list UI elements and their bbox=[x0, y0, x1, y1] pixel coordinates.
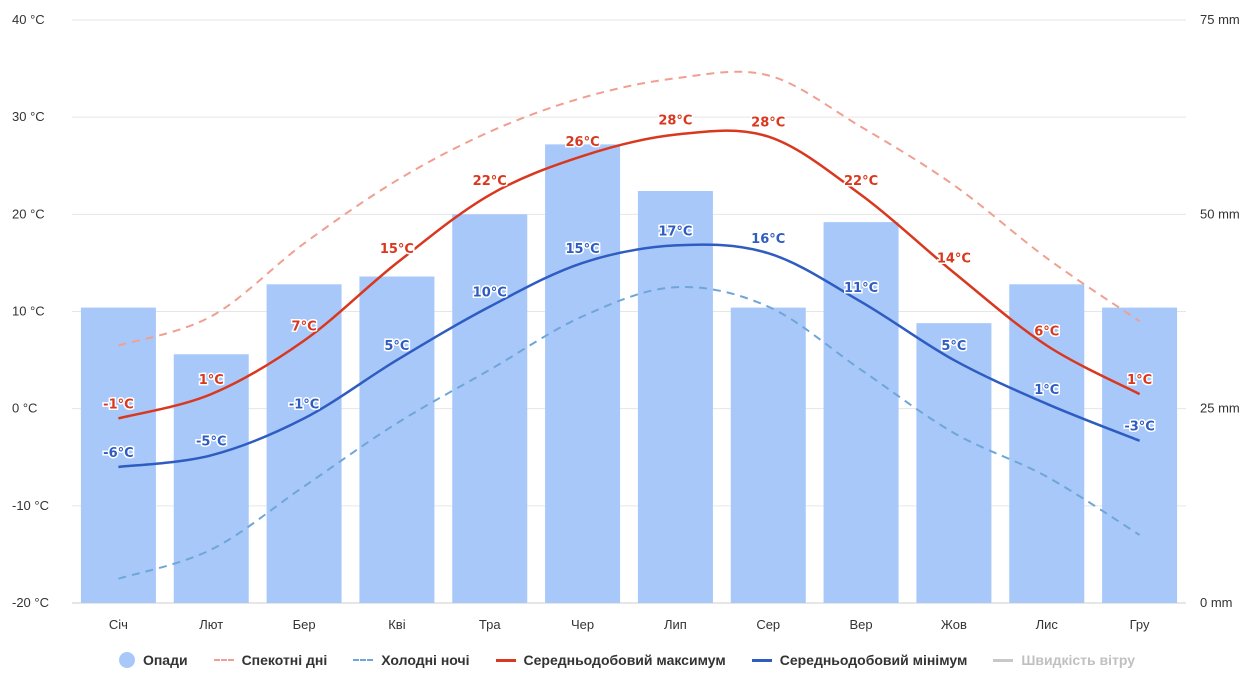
series-line bbox=[118, 129, 1141, 420]
x-tick-label: Січ bbox=[109, 617, 128, 632]
series-dashed-line bbox=[118, 70, 1141, 347]
y-left-tick-label: 0 °C bbox=[12, 401, 37, 416]
legend-item[interactable]: Швидкість вітру bbox=[993, 652, 1135, 668]
legend-item[interactable]: Опади bbox=[118, 652, 188, 668]
precipitation-bar bbox=[452, 214, 528, 604]
data-label: -6°C bbox=[103, 446, 133, 461]
data-label: 10°C bbox=[473, 286, 507, 301]
precipitation-bar bbox=[730, 307, 806, 603]
series-line bbox=[118, 243, 1141, 469]
x-tick-label: Лип bbox=[664, 617, 687, 632]
data-labels: -1°C 1°C 7°C 15°C 22°C 26°C 28°C 28°C 22°C 14°C 6°… bbox=[102, 112, 1157, 462]
legend-item[interactable]: Холодні ночі bbox=[353, 652, 470, 668]
data-label: 22°C bbox=[473, 174, 507, 189]
data-label: 15°C bbox=[566, 242, 600, 257]
y-right-tick-label: 50 mm bbox=[1200, 206, 1240, 221]
y-right-tick-label: 25 mm bbox=[1200, 401, 1240, 416]
data-label: 26°C bbox=[566, 135, 600, 150]
x-tick-label: Жов bbox=[941, 617, 967, 632]
y-left-tick-label: 10 °C bbox=[12, 304, 45, 319]
data-label: 5°C bbox=[384, 339, 409, 354]
data-label: 6°C bbox=[1034, 325, 1059, 340]
data-label: 11°C bbox=[844, 281, 878, 296]
data-label: 16°C bbox=[751, 232, 785, 247]
y-right-tick-label: 75 mm bbox=[1200, 12, 1240, 27]
x-tick-label: Бер bbox=[293, 617, 316, 632]
y-left-tick-label: 20 °C bbox=[12, 206, 45, 221]
precipitation-bar bbox=[823, 222, 899, 603]
legend: Опади Спекотні дні Холодні ночі Середньодоб… bbox=[0, 652, 1254, 668]
data-label: 1°C bbox=[1127, 373, 1152, 388]
y-left-tick-label: -10 °C bbox=[12, 498, 49, 513]
x-tick-label: Вер bbox=[850, 617, 873, 632]
data-label: -1°C bbox=[289, 397, 319, 412]
y-left-tick-label: -20 °C bbox=[12, 595, 49, 610]
legend-swatch bbox=[993, 658, 1014, 662]
precipitation-bar bbox=[1009, 284, 1085, 603]
legend-label: Холодні ночі bbox=[381, 652, 470, 668]
legend-item[interactable]: Середньодобовий мінімум bbox=[751, 652, 968, 668]
x-tick-label: Лют bbox=[199, 617, 223, 632]
legend-item[interactable]: Середньодобовий максимум bbox=[495, 652, 726, 668]
precipitation-bar bbox=[266, 284, 342, 603]
series-dashed-line bbox=[118, 285, 1141, 580]
data-label: 15°C bbox=[380, 242, 414, 257]
x-tick-label: Гру bbox=[1130, 617, 1150, 632]
legend-label: Спекотні дні bbox=[241, 652, 328, 668]
legend-label: Середньодобовий мінімум bbox=[779, 652, 968, 668]
legend-swatch bbox=[118, 652, 135, 668]
precipitation-bars bbox=[80, 144, 1178, 604]
precipitation-bar bbox=[637, 191, 713, 603]
legend-item[interactable]: Спекотні дні bbox=[213, 652, 328, 668]
x-tick-label: Лис bbox=[1036, 617, 1059, 632]
data-label: 14°C bbox=[937, 252, 971, 267]
y-left-tick-label: 30 °C bbox=[12, 109, 45, 124]
legend-swatch bbox=[495, 658, 516, 662]
precipitation-bar bbox=[545, 144, 621, 603]
data-label: -5°C bbox=[196, 434, 226, 449]
legend-label: Опади bbox=[142, 652, 188, 668]
precipitation-bar bbox=[916, 323, 992, 603]
chart-svg: -1°C 1°C 7°C 15°C 22°C 26°C 28°C 28°C 22°C 14°C 6°… bbox=[12, 12, 1240, 632]
legend-swatch bbox=[751, 658, 772, 662]
legend-label: Швидкість вітру bbox=[1021, 652, 1136, 668]
x-tick-label: Кві bbox=[388, 617, 405, 632]
data-label: 17°C bbox=[658, 224, 692, 239]
data-label: -3°C bbox=[1124, 420, 1154, 435]
legend-swatch bbox=[353, 659, 374, 661]
precipitation-bar bbox=[359, 276, 435, 603]
data-label: 7°C bbox=[292, 320, 317, 335]
precipitation-bar bbox=[80, 307, 156, 603]
x-tick-label: Чер bbox=[571, 617, 594, 632]
data-label: 5°C bbox=[941, 339, 966, 354]
legend-swatch bbox=[213, 659, 234, 661]
x-tick-label: Тра bbox=[479, 617, 501, 632]
precipitation-bar bbox=[173, 354, 249, 603]
y-left-tick-label: 40 °C bbox=[12, 12, 45, 27]
x-tick-label: Сер bbox=[756, 617, 780, 632]
data-label: 28°C bbox=[658, 114, 692, 129]
data-label: 1°C bbox=[199, 373, 224, 388]
axis-labels: 40 °C 30 °C 20 °C 10 °C 0 °C -10 °C -20 °C 75 m… bbox=[12, 12, 1240, 632]
data-label: 1°C bbox=[1034, 383, 1059, 398]
data-label: -1°C bbox=[103, 397, 133, 412]
grid-lines bbox=[72, 19, 1186, 604]
y-right-tick-label: 0 mm bbox=[1200, 595, 1233, 610]
data-label: 28°C bbox=[751, 116, 785, 131]
legend-label: Середньодобовий максимум bbox=[523, 652, 726, 668]
series-lines bbox=[118, 70, 1141, 580]
precipitation-bar bbox=[1102, 307, 1178, 603]
data-label: 22°C bbox=[844, 174, 878, 189]
